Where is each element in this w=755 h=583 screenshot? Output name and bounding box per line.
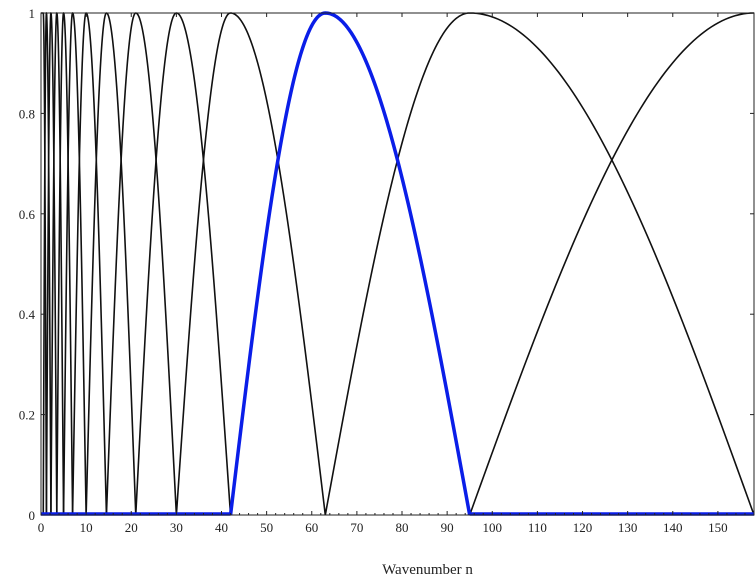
filter-curves [41,11,754,516]
filter-curve-12 [324,12,754,516]
y-tick-label: 0.6 [19,207,36,222]
x-tick-label: 150 [708,520,728,535]
x-tick-label: 140 [663,520,683,535]
y-tick-label: 0.2 [19,408,35,423]
x-tick-label: 40 [215,520,228,535]
x-tick-label: 10 [80,520,93,535]
filter-curve-10 [175,12,327,516]
x-tick-label: 60 [305,520,318,535]
y-tick-label: 0.4 [19,307,36,322]
x-tick-label: 130 [618,520,638,535]
y-tick-label: 0 [29,508,36,523]
x-tick-label: 100 [483,520,503,535]
x-tick-label: 80 [396,520,409,535]
x-axis: 0 10 20 30 40 50 60 70 80 90 100 110 120 130 140 150 [38,13,755,535]
x-tick-label: 70 [350,520,363,535]
y-axis: 0 0.2 0.4 0.6 0.8 1 [19,6,754,523]
x-tick-label: 20 [125,520,138,535]
x-tick-label: 50 [260,520,273,535]
filter-curve-13 [468,12,754,516]
x-tick-label: 0 [38,520,45,535]
x-tick-label: 90 [441,520,454,535]
x-tick-label: 30 [170,520,183,535]
x-tick-label: 120 [573,520,593,535]
y-tick-label: 1 [29,6,36,21]
x-axis-label: Wavenumber n [382,562,473,578]
x-tick-label: 110 [528,520,547,535]
y-tick-label: 0.8 [19,106,35,121]
plot-frame [40,12,755,516]
highlighted-filter-curve [228,11,472,516]
